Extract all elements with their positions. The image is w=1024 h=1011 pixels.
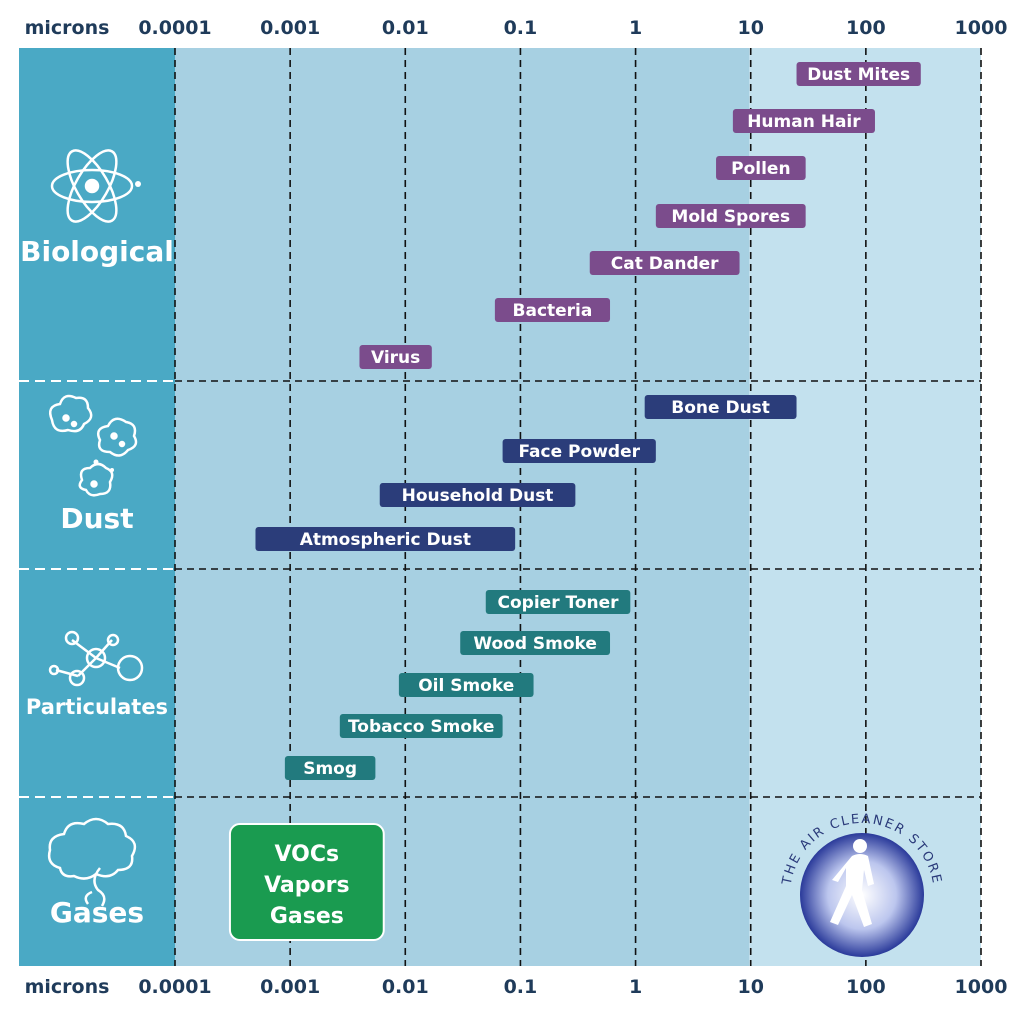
range-bar <box>589 251 740 275</box>
range-bar <box>255 527 516 551</box>
axis-tick-label: 100 <box>846 976 886 998</box>
range-bar-label: Face Powder <box>518 442 640 462</box>
gases-box-label: Gases <box>270 904 344 929</box>
gases-box-label: VOCs <box>275 842 340 867</box>
axis-tick-label: 0.0001 <box>138 976 211 998</box>
axis-tick-label: 1 <box>629 976 642 998</box>
range-bar-label: Virus <box>371 348 420 368</box>
range-bar <box>494 298 611 322</box>
category-label: Dust <box>60 502 133 535</box>
category-label: Biological <box>20 235 174 268</box>
axis-tick-label: 0.0001 <box>138 17 211 39</box>
range-bar-label: Pollen <box>731 159 790 179</box>
dust-cluster-icon <box>49 394 138 497</box>
gases-box <box>228 823 385 941</box>
range-bar-label: Copier Toner <box>498 593 620 613</box>
range-bar-label: Dust Mites <box>807 65 910 85</box>
range-bar <box>655 204 806 228</box>
category-label: Gases <box>50 896 144 929</box>
range-bar <box>339 714 503 738</box>
axis-tick-label: 1000 <box>955 976 1008 998</box>
range-bar-label: Bone Dust <box>671 398 770 418</box>
range-bar-label: Household Dust <box>402 486 554 506</box>
range-bars: Dust Mites Human Hair Pollen Mold Spores Cat… <box>228 62 921 941</box>
range-bar-label: Bacteria <box>513 301 593 321</box>
range-bar <box>644 395 797 419</box>
range-bar-label: Cat Dander <box>611 254 719 274</box>
axis-unit-label: microns <box>25 17 110 39</box>
axis-tick-label: 100 <box>846 17 886 39</box>
range-bar <box>502 439 656 463</box>
range-bar <box>398 673 534 697</box>
axis-tick-label: 0.1 <box>504 976 538 998</box>
range-bar-label: Smog <box>303 759 357 779</box>
range-bar <box>359 345 432 369</box>
axis-tick-label: 0.01 <box>382 17 429 39</box>
x-axis-top: microns 0.0001 0.001 0.01 0.1 1 10 100 1000 <box>25 17 1008 39</box>
gases-box-label: Vapors <box>264 873 349 898</box>
molecule-icon <box>48 630 144 687</box>
range-bar-label: Oil Smoke <box>418 676 514 696</box>
axis-tick-label: 1 <box>629 17 642 39</box>
range-bar <box>716 156 806 180</box>
range-bar <box>485 590 631 614</box>
axis-tick-label: 10 <box>737 976 763 998</box>
category-label: Particulates <box>26 695 168 719</box>
range-bar-label: Tobacco Smoke <box>348 717 494 737</box>
walking-person-icon <box>830 839 874 927</box>
axis-tick-label: 0.01 <box>382 976 429 998</box>
plot-background-right <box>749 48 981 966</box>
category-labels: Biological Dust Particulates Gases <box>20 235 174 929</box>
x-axis-bottom: microns 0.0001 0.001 0.01 0.1 1 10 100 1000 <box>25 976 1008 998</box>
atom-icon <box>50 149 141 223</box>
axis-unit-label: microns <box>25 976 110 998</box>
cloud-icon <box>47 817 137 907</box>
range-bar <box>732 109 875 133</box>
sidebar-dividers <box>19 380 175 798</box>
axis-tick-label: 0.1 <box>504 17 538 39</box>
range-bar <box>460 631 611 655</box>
axis-tick-label: 1000 <box>955 17 1008 39</box>
axis-tick-label: 0.001 <box>260 976 320 998</box>
axis-tick-label: 10 <box>737 17 763 39</box>
range-bar-label: Wood Smoke <box>473 634 597 654</box>
range-bar <box>284 756 376 780</box>
range-bar-label: Atmospheric Dust <box>300 530 471 550</box>
range-bar <box>796 62 921 86</box>
range-bar-label: Human Hair <box>747 112 861 132</box>
axis-tick-label: 0.001 <box>260 17 320 39</box>
category-icons <box>47 149 144 907</box>
range-bar <box>379 483 576 507</box>
range-bar-label: Mold Spores <box>671 207 790 227</box>
